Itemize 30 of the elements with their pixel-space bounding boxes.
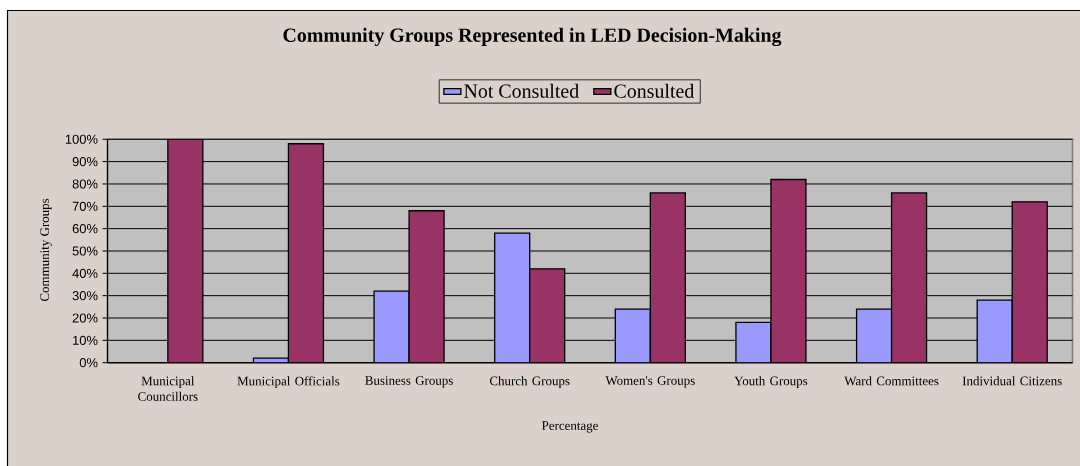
y-tick-label: 30% — [72, 291, 98, 301]
bar — [976, 299, 1013, 363]
x-tick-label: Municipal Councillors — [138, 376, 198, 401]
x-tick-label: Ward Committees — [844, 376, 939, 386]
y-tick-label: 0% — [79, 358, 98, 368]
y-tick-label: 50% — [72, 246, 98, 256]
x-tick-label: Youth Groups — [734, 376, 808, 388]
y-tick-label: 70% — [72, 201, 98, 211]
bar — [373, 290, 410, 363]
y-tick-label: 100% — [65, 134, 98, 144]
y-tick-label: 20% — [72, 313, 98, 323]
bar — [494, 232, 531, 363]
bar — [735, 321, 772, 363]
x-tick-label: Individual Citizens — [962, 376, 1062, 386]
y-axis-title: Community Groups — [40, 198, 52, 302]
x-tick-label: Women's Groups — [605, 376, 695, 388]
x-tick-label: Municipal Officials — [237, 376, 340, 389]
bar — [614, 308, 651, 363]
legend-label: Not Consulted — [464, 83, 579, 98]
y-tick-label: 60% — [72, 224, 98, 234]
y-tick-label: 80% — [72, 179, 98, 189]
y-tick-label: 40% — [72, 268, 98, 278]
x-axis-title: Percentage — [541, 421, 598, 433]
bar — [855, 308, 893, 363]
legend-label: Consulted — [614, 83, 695, 98]
x-tick-label: Church Groups — [489, 376, 570, 388]
y-tick-label: 90% — [72, 157, 98, 167]
x-tick-label: Business Groups — [365, 376, 453, 388]
y-tick-label: 10% — [73, 335, 98, 345]
chart-title: Community Groups Represented in LED Decision-Making — [283, 27, 782, 47]
